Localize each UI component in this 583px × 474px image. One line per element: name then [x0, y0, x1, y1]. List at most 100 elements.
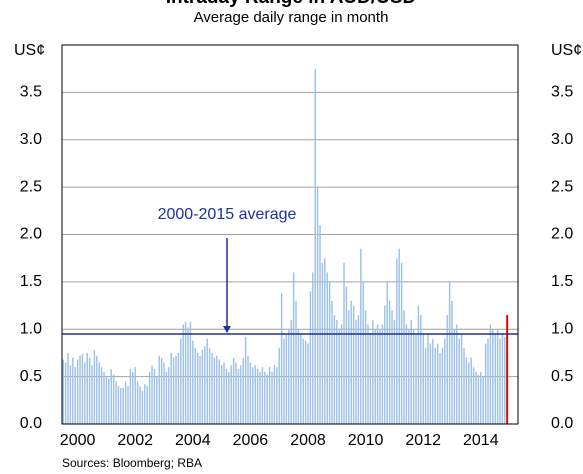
y-tick-label: 1.5 — [20, 273, 42, 290]
bar — [376, 324, 379, 424]
bar — [340, 324, 343, 424]
bar — [184, 321, 187, 424]
annotation: 2000-2015 average — [158, 206, 297, 223]
y2-tick-label: 2.5 — [551, 178, 573, 195]
bar — [256, 369, 259, 424]
bar — [470, 357, 472, 424]
bar — [156, 376, 158, 424]
bar — [489, 324, 492, 424]
bar — [422, 333, 424, 424]
bar — [62, 359, 64, 424]
bar — [460, 333, 463, 424]
bar — [158, 355, 160, 424]
bar — [444, 338, 446, 424]
bar — [288, 329, 290, 424]
bar — [146, 386, 148, 424]
bar — [225, 369, 228, 424]
bar — [405, 324, 408, 424]
bar — [175, 355, 177, 424]
bar — [439, 352, 441, 424]
bar — [436, 343, 439, 424]
bar — [434, 348, 436, 424]
bar — [110, 369, 112, 424]
bar — [264, 371, 266, 424]
bar — [72, 357, 74, 424]
bar — [357, 315, 360, 424]
bar — [208, 348, 211, 424]
bar — [448, 281, 451, 424]
bar — [247, 355, 249, 424]
bar — [400, 262, 403, 424]
x-tick-label: 2010 — [348, 432, 384, 449]
bar — [192, 340, 194, 424]
bar — [372, 319, 374, 424]
bar — [499, 338, 501, 424]
bar — [465, 357, 468, 424]
bar — [96, 355, 98, 424]
bar — [384, 305, 386, 424]
bar — [273, 365, 276, 424]
bar — [187, 327, 189, 424]
bar — [300, 333, 302, 424]
bar — [388, 300, 391, 424]
bar — [206, 338, 208, 424]
y-tick-label: 1.0 — [20, 320, 42, 337]
bar — [367, 324, 369, 424]
bar — [134, 367, 136, 424]
bar — [232, 357, 235, 424]
bar — [331, 300, 333, 424]
bar — [468, 362, 470, 424]
y-tick-label: 3.0 — [20, 131, 42, 148]
bar — [216, 355, 218, 424]
bar — [391, 310, 393, 424]
bar — [64, 362, 67, 424]
bar — [343, 262, 345, 424]
bar — [213, 357, 216, 424]
bar — [108, 378, 110, 424]
bar — [410, 319, 412, 424]
bar — [482, 376, 484, 424]
bar — [194, 348, 196, 424]
bar — [292, 272, 295, 424]
bar — [345, 286, 348, 424]
bar — [124, 381, 127, 424]
bar — [290, 319, 292, 424]
bar — [295, 300, 297, 424]
x-tick-label: 2006 — [233, 432, 269, 449]
bar — [429, 343, 432, 424]
bar — [67, 352, 69, 424]
bar — [417, 305, 420, 424]
bar — [484, 343, 487, 424]
bar — [139, 386, 141, 424]
bar — [456, 324, 458, 424]
x-tick-label: 2014 — [463, 432, 499, 449]
bar — [144, 384, 146, 424]
bar — [163, 362, 165, 424]
bar — [218, 359, 220, 424]
bar — [223, 362, 225, 424]
bar — [451, 300, 453, 424]
bar — [494, 333, 496, 424]
bar — [333, 315, 336, 424]
bar — [338, 329, 340, 424]
bar — [381, 324, 384, 424]
bar — [112, 374, 115, 424]
bar — [324, 258, 326, 424]
bar — [374, 329, 376, 424]
bar — [424, 348, 427, 424]
y2-tick-label: 1.5 — [551, 273, 573, 290]
bar — [312, 272, 314, 424]
bar — [153, 369, 156, 424]
bar — [360, 248, 362, 424]
bar — [211, 352, 213, 424]
bar — [307, 343, 309, 424]
x-tick-label: 2012 — [405, 432, 441, 449]
y2-tick-label: 0.5 — [551, 368, 573, 385]
bar — [477, 374, 480, 424]
bar — [472, 367, 475, 424]
bar — [249, 362, 252, 424]
bar — [321, 262, 324, 424]
bar — [386, 281, 388, 424]
bar — [103, 371, 105, 424]
arrow-head — [223, 325, 231, 333]
